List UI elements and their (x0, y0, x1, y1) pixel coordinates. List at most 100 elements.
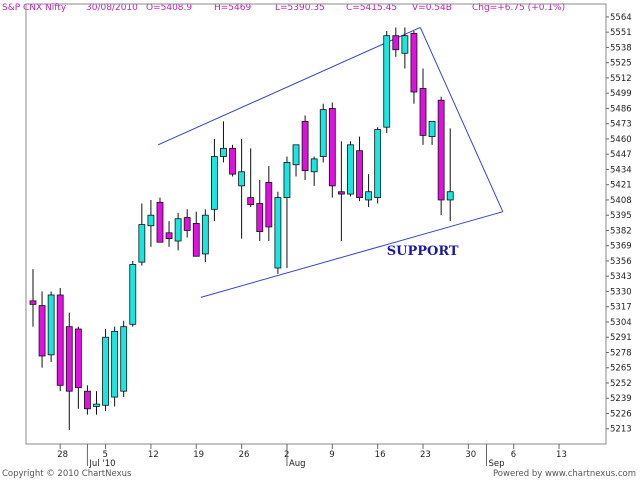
candle-body (256, 203, 264, 233)
candle-body (292, 144, 300, 166)
candle (310, 156, 318, 186)
candle-body (238, 171, 246, 187)
candle-body (220, 147, 227, 157)
candle (238, 138, 246, 239)
y-tick-label: 5239 (610, 394, 632, 404)
x-tick-label: 16 (375, 450, 386, 460)
y-tick-label: 5421 (610, 181, 632, 191)
candle-body (310, 158, 318, 173)
candle (183, 209, 191, 238)
x-tick-label: 12 (148, 450, 159, 460)
header-close: C=5415.45 (346, 3, 397, 13)
header-date: 30/08/2010 (86, 3, 138, 13)
x-tick-label: 28 (57, 450, 68, 460)
month-label: Jul '10 (88, 459, 115, 469)
candle-body (165, 232, 173, 240)
candle-body (383, 35, 391, 128)
chart-header: S&P CNX Nifty 30/08/2010 O=5408.9 H=5469… (2, 3, 565, 13)
candle (301, 115, 309, 180)
candle (328, 102, 336, 198)
y-tick-label: 5343 (610, 272, 632, 282)
y-tick-label: 5564 (610, 13, 632, 23)
month-label: Sep (489, 459, 505, 469)
x-tick-label: 30 (465, 450, 476, 460)
candle-body (374, 129, 382, 198)
trendline (200, 211, 503, 298)
candle (292, 144, 300, 177)
y-axis: 5213 5226 5239 5252 5265 5278 5291 5304 5317 5330… (606, 13, 632, 435)
candle (274, 191, 282, 274)
candle (365, 174, 372, 207)
candle (220, 121, 227, 163)
plot-frame (25, 3, 607, 445)
candle-body (147, 214, 155, 227)
candle (419, 68, 427, 145)
candle-body (410, 32, 418, 93)
y-tick-label: 5356 (610, 257, 632, 267)
candle-body (174, 218, 182, 242)
candle (147, 199, 155, 247)
candle (84, 385, 91, 415)
y-tick-label: 5265 (610, 364, 632, 374)
header-change: Chg=+6.75 (+0.1%) (472, 3, 565, 13)
candle (38, 291, 46, 368)
candle (47, 291, 55, 362)
y-tick-label: 5499 (610, 89, 632, 99)
y-tick-label: 5226 (610, 409, 632, 419)
candle-body (47, 294, 55, 356)
header-low: L=5390.35 (275, 3, 325, 13)
candle (410, 30, 418, 104)
candle (56, 287, 64, 392)
candle (229, 144, 236, 177)
candle-body (437, 99, 445, 201)
candle-body (74, 328, 82, 389)
candle-body (84, 390, 91, 410)
candle (192, 211, 200, 257)
y-tick-label: 5304 (610, 318, 632, 328)
candle (265, 165, 273, 242)
y-tick-label: 5486 (610, 104, 632, 114)
y-tick-label: 5382 (610, 226, 632, 236)
candle-body (56, 294, 64, 386)
candle-body (183, 217, 191, 231)
candle-body (65, 326, 73, 392)
candle-body (401, 35, 409, 54)
y-tick-label: 5408 (610, 196, 632, 206)
candle-body (365, 191, 372, 201)
trendline (157, 27, 421, 146)
candle-body (192, 223, 200, 257)
candle-body (156, 201, 164, 243)
y-tick-label: 5473 (610, 120, 632, 130)
x-tick-label: 19 (193, 450, 204, 460)
x-tick-label: 26 (239, 450, 250, 460)
y-tick-label: 5395 (610, 211, 632, 221)
candle (29, 269, 37, 327)
x-tick-label: 9 (329, 450, 334, 460)
candle-body (29, 300, 37, 305)
header-symbol: S&P CNX Nifty (2, 3, 67, 13)
y-tick-label: 5512 (610, 74, 632, 84)
candle (93, 391, 100, 415)
candle-body (446, 191, 454, 201)
candle-body (111, 330, 119, 398)
candles (29, 27, 454, 430)
trendlines (157, 27, 504, 298)
candle (138, 203, 146, 266)
candle-body (120, 326, 128, 392)
candle-body (210, 156, 218, 210)
candle (210, 138, 218, 222)
candle (165, 221, 173, 247)
y-tick-label: 5317 (610, 303, 632, 313)
x-tick-label: 6 (511, 450, 516, 460)
y-tick-label: 5525 (610, 59, 632, 69)
y-tick-label: 5278 (610, 348, 632, 358)
candle (383, 30, 391, 134)
candle (247, 148, 255, 207)
candle (174, 212, 182, 251)
y-tick-label: 5434 (610, 165, 632, 175)
y-tick-label: 5369 (610, 242, 632, 252)
footer-powered: Powered by www.chartnexus.com (493, 469, 636, 479)
candle (437, 96, 445, 216)
candle-body (93, 403, 100, 407)
